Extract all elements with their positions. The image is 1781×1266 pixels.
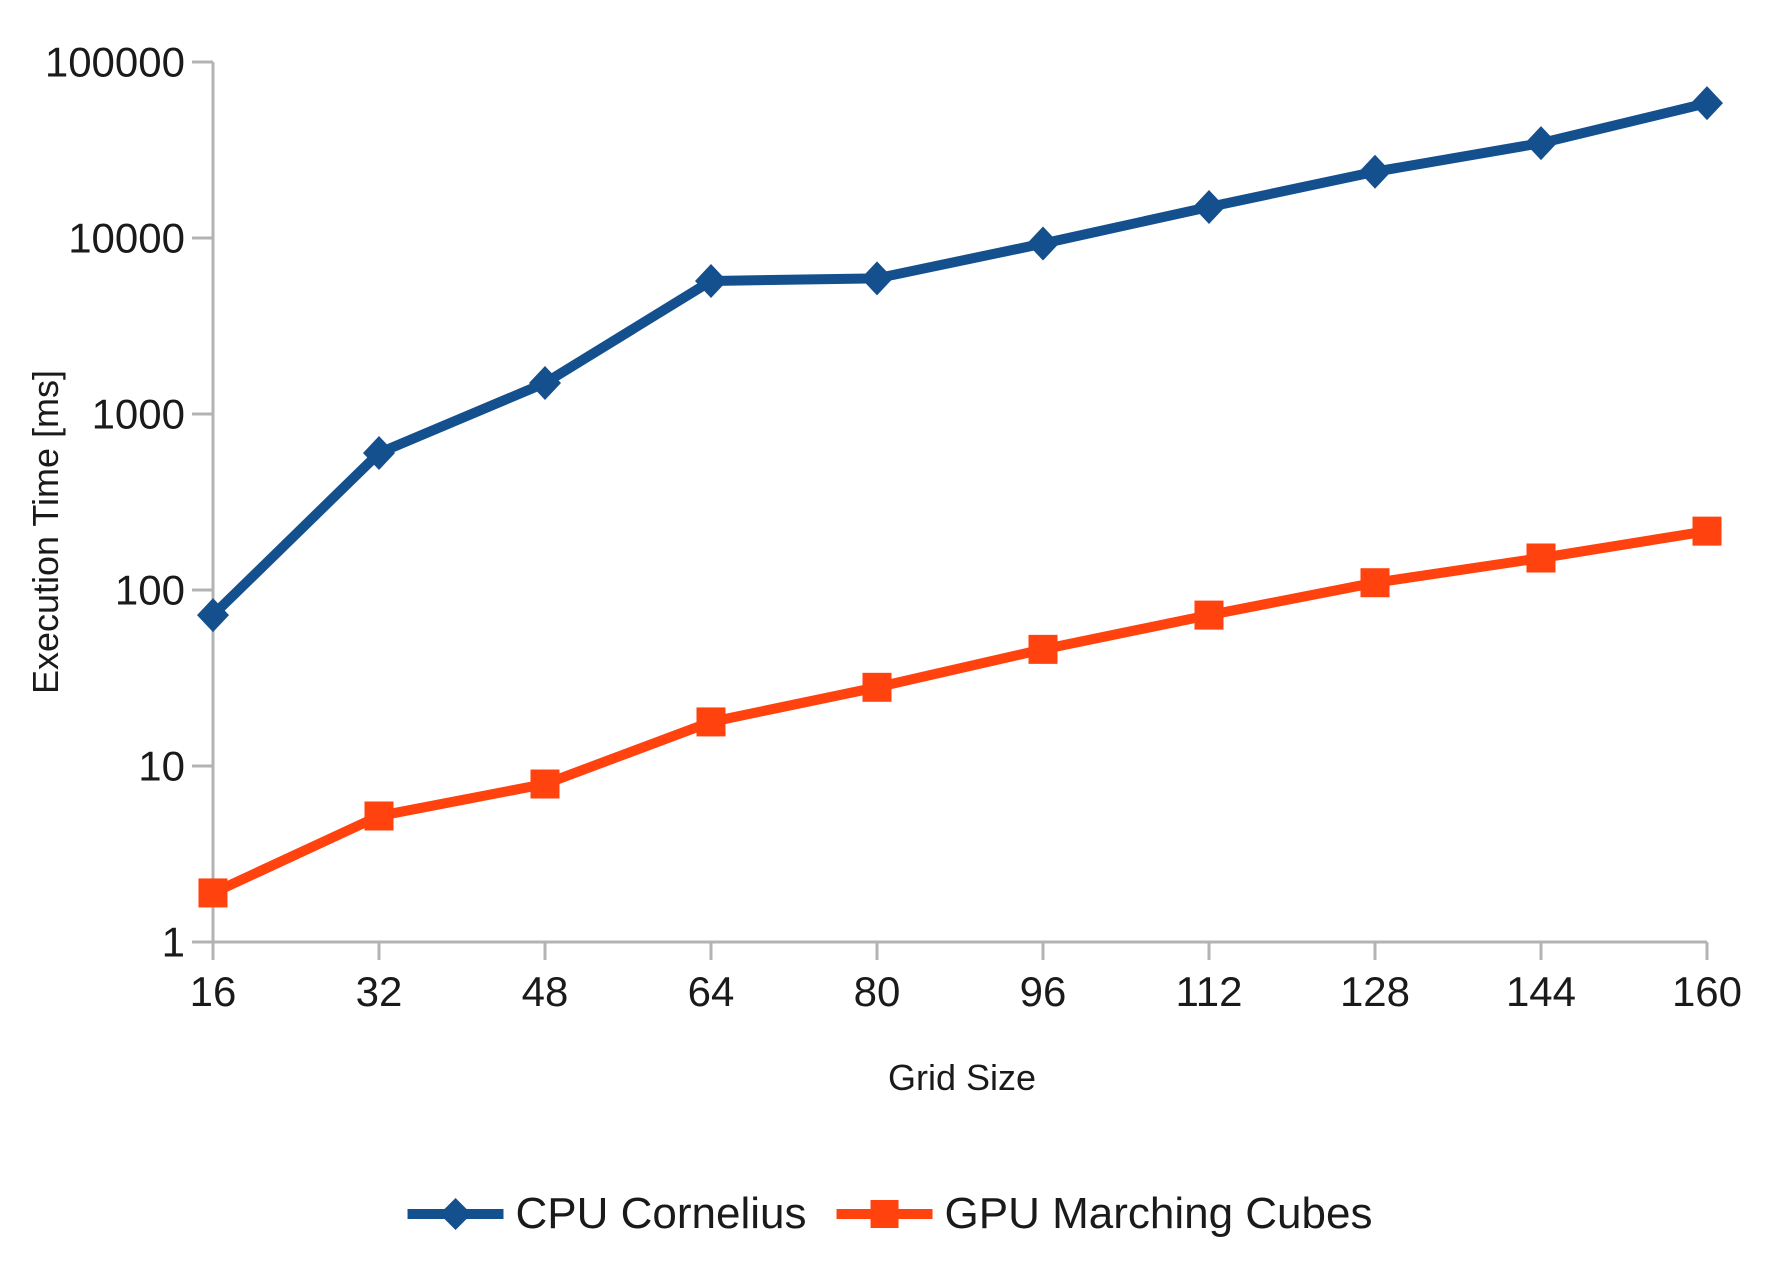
gpu-series-square-legend-icon [836,1196,933,1232]
x-tick-label: 16 [190,968,237,1015]
cpu-data-point-diamond-marker [1359,154,1391,189]
x-axis-title: Grid Size [887,1057,1037,1098]
x-tick-label: 128 [1340,968,1410,1015]
x-tick-label: 112 [1176,968,1243,1015]
cpu-data-point-diamond-marker [529,366,561,401]
x-tick-label: 96 [1020,968,1067,1015]
cpu-data-point-diamond-marker [861,261,893,296]
gpu-data-point-square-marker [198,878,228,908]
gpu-data-point-square-marker [364,801,394,831]
cpu-data-point-diamond-marker [1691,86,1723,121]
series-line-cpu-cornelius [208,98,1712,621]
cpu-data-point-diamond-marker [363,436,395,471]
legend-label-cpu-cornelius: CPU Cornelius [515,1189,807,1238]
x-tick-label: 80 [854,968,901,1015]
legend-label-gpu-marching-cubes: GPU Marching Cubes [944,1189,1373,1238]
cpu-data-point-diamond-marker [197,598,229,633]
x-tick-label: 48 [522,968,569,1015]
gpu-data-point-square-marker [696,707,726,737]
square-marker-icon [870,1200,899,1228]
cpu-data-point-diamond-marker [1193,190,1225,225]
y-tick-label: 1000 [92,391,185,438]
cpu-data-point-diamond-marker [1027,226,1059,261]
series-line-gpu-marching-cubes [208,526,1712,898]
legend: CPU Cornelius GPU Marching Cubes [407,1189,1373,1239]
gpu-data-point-square-marker [530,769,560,799]
gpu-data-point-square-marker [1028,634,1058,664]
cpu-data-point-diamond-marker [1525,126,1557,161]
y-tick-label: 1 [162,919,185,966]
x-tick-label: 64 [688,968,735,1015]
gpu-data-point-square-marker [1526,543,1556,573]
cpu-data-point-diamond-marker [695,263,727,298]
diamond-marker-icon [439,1198,472,1230]
gpu-data-point-square-marker [1360,568,1390,598]
axis-lines [211,62,1707,944]
y-tick-label: 100000 [45,39,185,86]
x-tick-label: 144 [1506,968,1576,1015]
legend-marker-line [407,1198,504,1230]
y-tick-label: 100 [115,567,185,614]
gpu-data-point-square-marker [862,672,892,702]
y-axis-title: Execution Time [ms] [25,369,66,695]
legend-item-gpu-marching-cubes: GPU Marching Cubes [836,1189,1373,1239]
x-tick-label: 32 [356,968,403,1015]
gpu-data-point-square-marker [1692,516,1722,546]
legend-item-cpu-cornelius: CPU Cornelius [407,1189,807,1239]
gpu-data-point-square-marker [1194,600,1224,630]
cpu-series-diamond-legend-icon [407,1196,504,1232]
x-tick-label: 160 [1672,968,1742,1015]
y-tick-label: 10 [138,743,185,790]
y-tick-label: 10000 [68,215,185,262]
legend-marker-line [836,1200,933,1228]
